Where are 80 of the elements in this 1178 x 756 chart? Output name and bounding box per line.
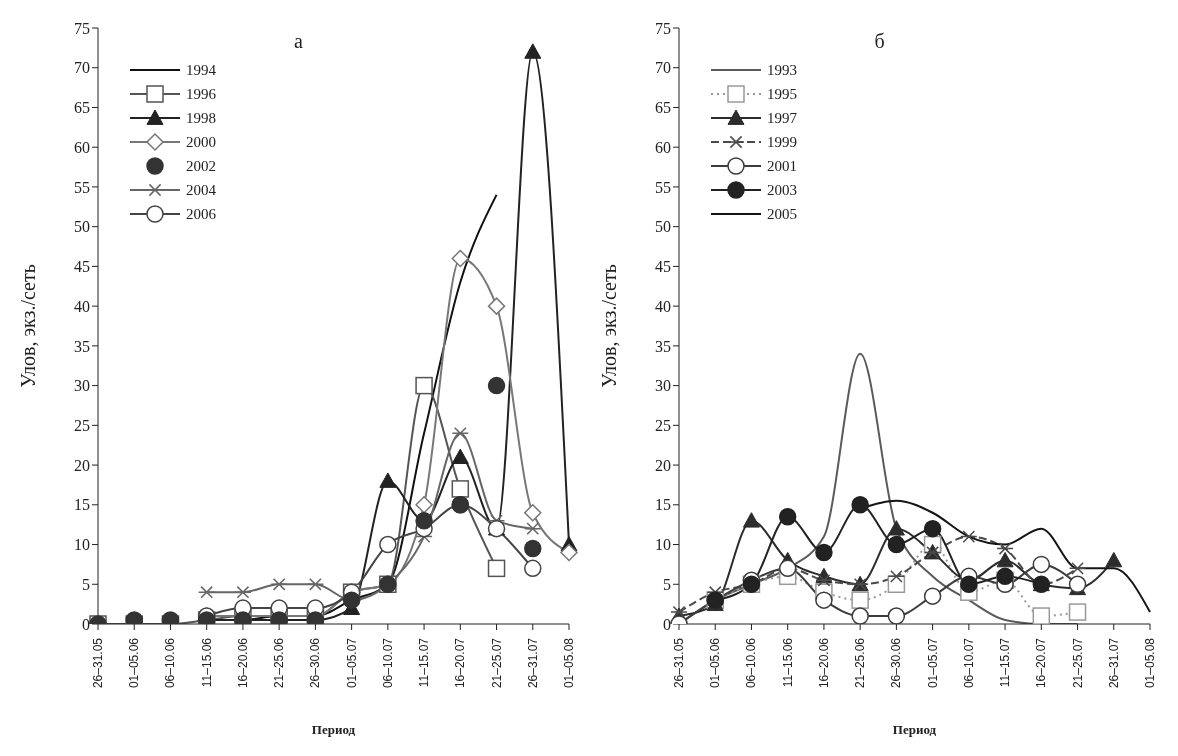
x-tick-label: 01–05.07 [344, 637, 359, 689]
y-tick-label: 15 [655, 496, 671, 514]
legend-label: 2000 [186, 133, 216, 151]
x-tick-label: 26–30.06 [308, 637, 323, 689]
y-tick-label: 50 [74, 218, 90, 236]
y-tick-label: 35 [74, 337, 90, 355]
x-tick-label: 21–25.07 [1070, 637, 1085, 689]
y-tick-label: 65 [74, 99, 90, 117]
chart-title: б [874, 30, 885, 52]
y-tick-label: 20 [655, 456, 671, 474]
legend-label: 2001 [767, 157, 797, 175]
y-tick-label: 45 [655, 258, 671, 276]
y-tick-label: 0 [82, 615, 90, 633]
y-tick-label: 0 [663, 615, 671, 633]
y-tick-label: 15 [74, 496, 90, 514]
y-tick-label: 40 [655, 297, 671, 315]
y-tick-label: 10 [655, 536, 671, 554]
y-tick-label: 25 [655, 417, 671, 435]
x-tick-label: 06–10.07 [380, 637, 395, 689]
x-tick-label: 06–10.06 [744, 637, 759, 689]
legend-label: 1995 [767, 85, 797, 103]
x-tick-label: 21–25.07 [489, 637, 504, 689]
y-tick-label: 40 [74, 297, 90, 315]
x-tick-label: 01–05.06 [127, 637, 142, 689]
y-axis-title: Улов, экз./сеть [17, 264, 40, 388]
x-tick-label: 06–10.07 [961, 637, 976, 689]
x-tick-label: 11–15.06 [199, 637, 214, 688]
y-tick-label: 20 [74, 456, 90, 474]
y-tick-label: 5 [663, 575, 671, 593]
y-tick-label: 30 [655, 377, 671, 395]
x-tick-label: 26–31.05 [672, 637, 686, 689]
x-tick-label: 26–31.07 [1106, 637, 1121, 689]
legend-label: 1997 [767, 109, 797, 127]
legend-label: 2002 [186, 157, 216, 175]
y-tick-label: 5 [82, 575, 90, 593]
y-tick-label: 35 [655, 337, 671, 355]
chart-title: а [294, 30, 303, 52]
x-tick-label: 01–05.06 [708, 637, 723, 689]
x-tick-label: 01–05.08 [1143, 637, 1157, 689]
legend-label: 2006 [186, 205, 216, 223]
y-tick-label: 60 [655, 138, 671, 156]
y-tick-label: 55 [655, 178, 671, 196]
legend-label: 2004 [186, 181, 216, 199]
x-tick-label: 21–25.06 [272, 637, 287, 689]
legend-label: 1999 [767, 133, 797, 151]
y-tick-label: 50 [655, 218, 671, 236]
y-tick-label: 30 [74, 377, 90, 395]
legend-label: 1996 [186, 85, 216, 103]
x-tick-label: 16–20.07 [1034, 637, 1049, 689]
y-tick-label: 75 [655, 19, 671, 37]
legend-label: 1993 [767, 61, 797, 79]
y-tick-label: 55 [74, 178, 90, 196]
x-tick-label: 01–05.07 [925, 637, 940, 689]
x-tick-label: 21–25.06 [853, 637, 868, 689]
legend-label: 2005 [767, 205, 797, 223]
x-tick-label: 06–10.06 [163, 637, 178, 689]
legend-label: 1998 [186, 109, 216, 127]
x-tick-label: 16–20.07 [453, 637, 468, 689]
y-tick-label: 60 [74, 138, 90, 156]
x-tick-label: 11–15.07 [417, 637, 432, 688]
x-axis-title: Период [311, 722, 356, 737]
legend-label: 2003 [767, 181, 797, 199]
x-tick-label: 16–20.06 [235, 637, 250, 689]
x-tick-label: 16–20.06 [816, 637, 831, 689]
y-tick-label: 25 [74, 417, 90, 435]
x-tick-label: 26–31.07 [525, 637, 540, 689]
x-tick-label: 11–15.06 [780, 637, 795, 688]
x-tick-label: 26–31.05 [91, 637, 105, 689]
x-tick-label: 01–05.08 [562, 637, 576, 689]
x-tick-label: 26–30.06 [889, 637, 904, 689]
y-tick-label: 10 [74, 536, 90, 554]
y-tick-label: 70 [74, 59, 90, 77]
x-axis-title: Период [892, 722, 937, 737]
y-tick-label: 75 [74, 19, 90, 37]
y-tick-label: 70 [655, 59, 671, 77]
y-axis-title: Улов, экз./сеть [598, 264, 621, 388]
x-tick-label: 11–15.07 [998, 637, 1013, 688]
y-tick-label: 45 [74, 258, 90, 276]
y-tick-label: 65 [655, 99, 671, 117]
legend-label: 1994 [186, 61, 216, 79]
